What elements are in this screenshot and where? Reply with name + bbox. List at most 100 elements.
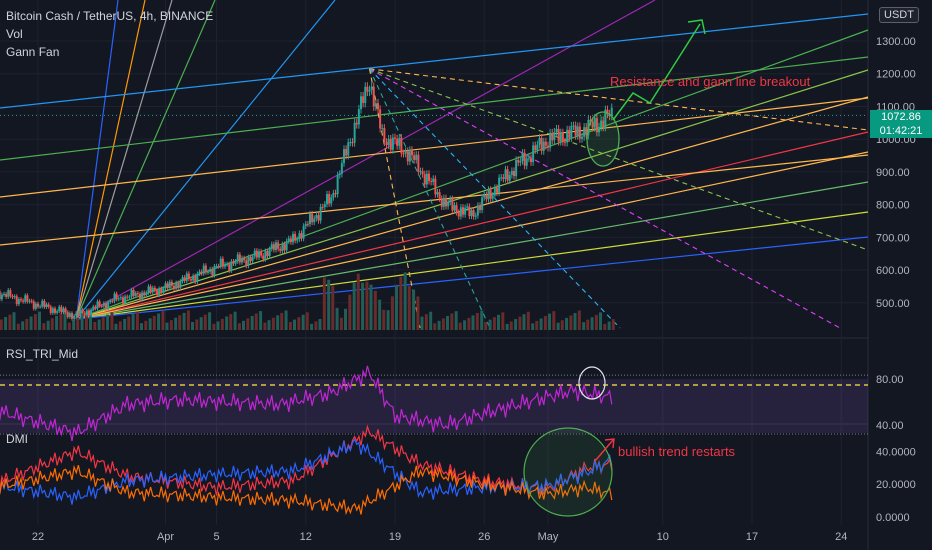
candle-body	[164, 283, 167, 289]
volume-bar	[114, 323, 118, 330]
candle-body	[209, 269, 212, 272]
volume-bar	[560, 320, 564, 330]
candle-body	[574, 125, 577, 136]
candle-body	[47, 304, 50, 307]
resistance-trendline	[0, 13, 869, 109]
volume-bar	[182, 312, 186, 330]
grid-lines	[0, 0, 869, 550]
candle-body	[583, 127, 586, 137]
candle-body	[153, 287, 156, 291]
candle-body	[62, 308, 65, 313]
candle-body	[455, 205, 458, 213]
candle-body	[149, 286, 152, 293]
volume-bar	[480, 310, 484, 330]
volume-bar	[424, 314, 428, 330]
candle-body	[317, 215, 320, 221]
gann-angle-line	[0, 154, 869, 246]
volume-bar	[50, 318, 54, 330]
candle-body	[238, 254, 241, 263]
candle-body	[391, 137, 394, 150]
candle-body	[398, 137, 401, 146]
volume-bar	[280, 312, 284, 330]
volume-bar	[297, 317, 301, 330]
volume-bar	[106, 314, 110, 330]
vol-legend[interactable]: Vol	[6, 27, 23, 41]
candle-body	[396, 138, 399, 146]
volume-bar	[399, 276, 403, 330]
candle-body	[119, 297, 122, 299]
candle-body	[408, 149, 411, 162]
volume-bar	[271, 317, 275, 330]
candle-body	[321, 206, 324, 208]
volume-bar	[203, 314, 207, 330]
gann-fan-legend[interactable]: Gann Fan	[6, 45, 60, 59]
candle-body	[190, 279, 192, 281]
symbol-legend[interactable]: Bitcoin Cash / TetherUS, 4h, BINANCE	[6, 9, 214, 23]
candle-body	[168, 281, 171, 289]
candle-body	[272, 244, 275, 250]
breakout-circle	[586, 111, 620, 167]
volume-bar	[144, 320, 148, 330]
candle-body	[255, 250, 258, 258]
candle-body	[483, 194, 486, 198]
candle-body	[306, 223, 309, 225]
volume-bar	[250, 315, 254, 330]
price-tick-label: 900.00	[876, 167, 910, 179]
candle-body	[436, 192, 439, 195]
candle-body	[217, 266, 220, 268]
candle-body	[187, 273, 190, 280]
candle-body	[304, 223, 307, 227]
candle-body	[102, 303, 105, 307]
candle-body	[207, 271, 209, 273]
candle-body	[92, 306, 95, 310]
candle-body	[185, 273, 188, 281]
candle-body	[51, 308, 54, 313]
time-tick-label: 5	[213, 531, 219, 543]
candle-body	[249, 257, 252, 261]
dmi-pane-label[interactable]: DMI	[6, 432, 28, 446]
gann-fan-line	[76, 96, 869, 320]
projection-arrow	[612, 23, 701, 121]
candle-body	[313, 218, 316, 223]
candle-body	[262, 255, 265, 260]
volume-bar	[21, 321, 25, 330]
candle-body	[502, 177, 505, 179]
candle-body	[234, 261, 237, 264]
volume-bar	[327, 279, 331, 330]
candle-body	[445, 197, 447, 207]
candle-body	[215, 266, 218, 268]
candle-body	[300, 233, 303, 239]
volume-bar	[242, 320, 245, 330]
rsi-pane-label[interactable]: RSI_TRI_Mid	[6, 347, 79, 361]
candle-body	[521, 152, 524, 161]
candle-body	[585, 127, 588, 136]
candle-body	[578, 126, 581, 139]
projection-arrowhead	[687, 19, 706, 35]
volume-bar	[140, 323, 143, 330]
time-tick-label: Apr	[157, 531, 174, 543]
candle-body	[253, 250, 256, 257]
time-tick-label: 17	[746, 531, 758, 543]
candle-body	[508, 174, 511, 181]
volume-bar	[59, 313, 63, 330]
volume-bar	[446, 316, 449, 330]
candle-body	[260, 251, 263, 256]
volume-bar	[84, 312, 88, 330]
time-axis[interactable]: 22 Apr 5 12 19 26 May 10 17 24	[32, 531, 848, 543]
candle-body	[156, 290, 158, 296]
candle-body	[540, 137, 543, 151]
candle-body	[598, 127, 600, 133]
volume-bar	[458, 322, 462, 330]
candle-body	[534, 145, 537, 151]
candle-body	[423, 174, 426, 185]
candle-body	[170, 281, 173, 286]
candle-body	[226, 264, 229, 266]
volume-bar	[131, 314, 135, 330]
candle-body	[457, 212, 460, 217]
volume-bars	[0, 272, 615, 330]
candle-body	[564, 141, 566, 143]
candle-body	[315, 215, 318, 219]
currency-badge[interactable]: USDT	[879, 7, 919, 23]
candle-body	[204, 265, 207, 273]
